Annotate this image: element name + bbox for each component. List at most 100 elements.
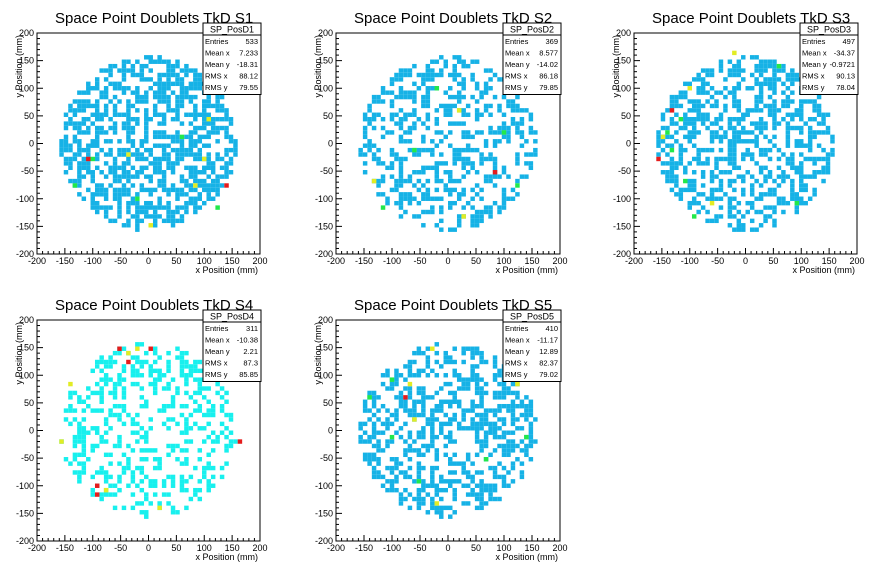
heatmap-cell bbox=[674, 192, 679, 197]
heatmap-cell bbox=[470, 77, 475, 82]
heatmap-cell bbox=[461, 130, 466, 135]
heatmap-cell bbox=[821, 121, 826, 126]
heatmap-cell bbox=[99, 205, 104, 210]
heatmap-cell bbox=[148, 192, 153, 197]
heatmap-cell bbox=[465, 112, 471, 117]
heatmap-cell bbox=[533, 439, 538, 444]
heatmap-cell bbox=[175, 355, 180, 360]
heatmap-cell bbox=[117, 139, 122, 144]
heatmap-cell-hot bbox=[407, 381, 413, 387]
heatmap-cell bbox=[465, 103, 471, 109]
heatmap-cell bbox=[161, 183, 167, 188]
heatmap-cell bbox=[443, 412, 448, 418]
heatmap-cell bbox=[68, 408, 73, 413]
heatmap-cell bbox=[705, 90, 710, 95]
heatmap-cell bbox=[63, 408, 69, 413]
heatmap-cell bbox=[767, 81, 773, 87]
heatmap-cell bbox=[170, 139, 176, 144]
heatmap-cell bbox=[157, 86, 162, 91]
heatmap-cell bbox=[656, 139, 661, 144]
heatmap-cell bbox=[161, 170, 167, 175]
heatmap-cell bbox=[714, 165, 719, 171]
heatmap-cell bbox=[705, 156, 710, 162]
heatmap-cell bbox=[224, 112, 229, 117]
heatmap-cell bbox=[81, 426, 87, 431]
heatmap-cell bbox=[99, 470, 104, 475]
heatmap-cell bbox=[687, 81, 692, 87]
heatmap-cell bbox=[421, 121, 426, 126]
heatmap-cell bbox=[371, 430, 377, 435]
heatmap-cell bbox=[439, 139, 444, 144]
heatmap-cell bbox=[121, 364, 127, 369]
heatmap-cell bbox=[72, 178, 78, 184]
heatmap-cell bbox=[425, 364, 431, 369]
heatmap-cell bbox=[483, 501, 489, 506]
heatmap-cell bbox=[430, 501, 435, 506]
heatmap-cell bbox=[90, 103, 95, 109]
heatmap-cell bbox=[825, 112, 831, 117]
heatmap-cell bbox=[175, 108, 180, 113]
heatmap-cell bbox=[501, 417, 507, 422]
heatmap-cell bbox=[754, 81, 759, 87]
heatmap-cell bbox=[202, 116, 207, 122]
heatmap-cell bbox=[130, 139, 136, 144]
heatmap-cell bbox=[506, 196, 511, 201]
heatmap-cell bbox=[479, 152, 484, 157]
heatmap-cell bbox=[407, 395, 413, 400]
heatmap-cell bbox=[470, 350, 475, 356]
heatmap-cell bbox=[763, 192, 768, 197]
heatmap-cell bbox=[81, 99, 87, 104]
heatmap-cell bbox=[727, 90, 733, 95]
heatmap-cell bbox=[416, 86, 422, 91]
heatmap-cell bbox=[448, 178, 453, 184]
heatmap-cell bbox=[130, 430, 136, 435]
heatmap-cell bbox=[403, 448, 408, 453]
heatmap-cell bbox=[193, 125, 198, 131]
heatmap-cell bbox=[732, 147, 737, 153]
heatmap-cell bbox=[398, 94, 404, 100]
heatmap-cell bbox=[448, 461, 453, 466]
heatmap-cell bbox=[510, 196, 516, 201]
heatmap-cell bbox=[144, 108, 149, 113]
heatmap-cell bbox=[705, 99, 710, 104]
heatmap-cell bbox=[197, 147, 203, 153]
heatmap-cell bbox=[219, 183, 225, 188]
heatmap-cell bbox=[407, 448, 413, 453]
heatmap-cell bbox=[510, 399, 516, 404]
heatmap-cell bbox=[696, 147, 701, 153]
heatmap-cell bbox=[763, 63, 768, 69]
heatmap-cell bbox=[130, 474, 136, 480]
heatmap-cell bbox=[215, 130, 220, 135]
heatmap-cell bbox=[188, 368, 194, 374]
heatmap-cell bbox=[416, 147, 422, 153]
heatmap-cell bbox=[371, 395, 377, 400]
heatmap-cell bbox=[170, 187, 176, 193]
heatmap-cell bbox=[117, 434, 122, 440]
heatmap-cell bbox=[197, 359, 203, 365]
heatmap-cell bbox=[497, 403, 502, 409]
heatmap-cell bbox=[434, 174, 440, 179]
heatmap-cell bbox=[439, 227, 444, 232]
heatmap-cell bbox=[148, 501, 153, 506]
heatmap-cell bbox=[665, 161, 670, 166]
heatmap-cell bbox=[72, 108, 78, 113]
heatmap-cell bbox=[412, 408, 417, 413]
heatmap-cell bbox=[166, 452, 171, 458]
heatmap-cell bbox=[144, 403, 149, 409]
heatmap-cell bbox=[385, 465, 390, 471]
heatmap-cell bbox=[718, 59, 724, 64]
heatmap-cell bbox=[135, 218, 140, 224]
heatmap-cell bbox=[799, 143, 804, 148]
heatmap-cell bbox=[785, 156, 791, 162]
heatmap-cell bbox=[103, 174, 109, 179]
heatmap-cell bbox=[398, 403, 404, 409]
heatmap-cell bbox=[501, 421, 507, 427]
heatmap-cell bbox=[790, 77, 795, 82]
y-tick-label: 150 bbox=[318, 56, 333, 66]
heatmap-cell bbox=[161, 81, 167, 87]
heatmap-cell bbox=[434, 505, 440, 511]
heatmap-cell bbox=[799, 130, 804, 135]
heatmap-cell bbox=[389, 90, 395, 95]
heatmap-cell bbox=[86, 170, 91, 175]
heatmap-cell bbox=[139, 470, 145, 475]
